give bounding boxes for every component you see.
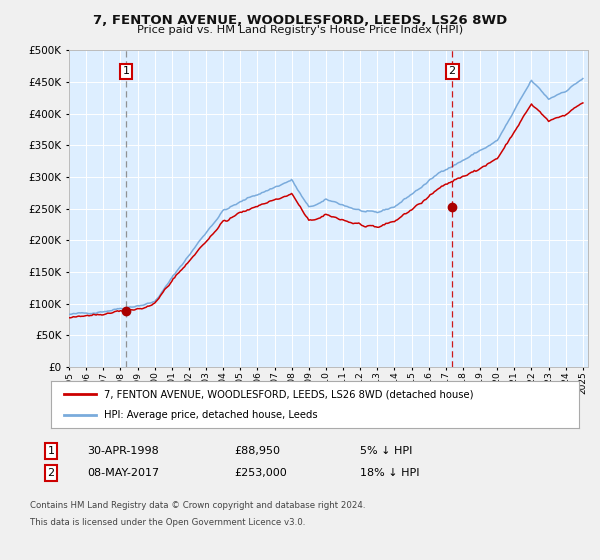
Text: Price paid vs. HM Land Registry's House Price Index (HPI): Price paid vs. HM Land Registry's House … — [137, 25, 463, 35]
Text: 7, FENTON AVENUE, WOODLESFORD, LEEDS, LS26 8WD: 7, FENTON AVENUE, WOODLESFORD, LEEDS, LS… — [93, 14, 507, 27]
Text: 1: 1 — [122, 66, 130, 76]
Text: Contains HM Land Registry data © Crown copyright and database right 2024.: Contains HM Land Registry data © Crown c… — [30, 501, 365, 510]
Text: HPI: Average price, detached house, Leeds: HPI: Average price, detached house, Leed… — [104, 410, 317, 420]
Text: 18% ↓ HPI: 18% ↓ HPI — [360, 468, 419, 478]
Text: This data is licensed under the Open Government Licence v3.0.: This data is licensed under the Open Gov… — [30, 518, 305, 527]
Text: 5% ↓ HPI: 5% ↓ HPI — [360, 446, 412, 456]
Text: 2: 2 — [449, 66, 456, 76]
Text: 7, FENTON AVENUE, WOODLESFORD, LEEDS, LS26 8WD (detached house): 7, FENTON AVENUE, WOODLESFORD, LEEDS, LS… — [104, 389, 473, 399]
Text: 2: 2 — [47, 468, 55, 478]
Text: 08-MAY-2017: 08-MAY-2017 — [87, 468, 159, 478]
Text: £88,950: £88,950 — [234, 446, 280, 456]
Text: 30-APR-1998: 30-APR-1998 — [87, 446, 159, 456]
Text: £253,000: £253,000 — [234, 468, 287, 478]
Text: 1: 1 — [47, 446, 55, 456]
